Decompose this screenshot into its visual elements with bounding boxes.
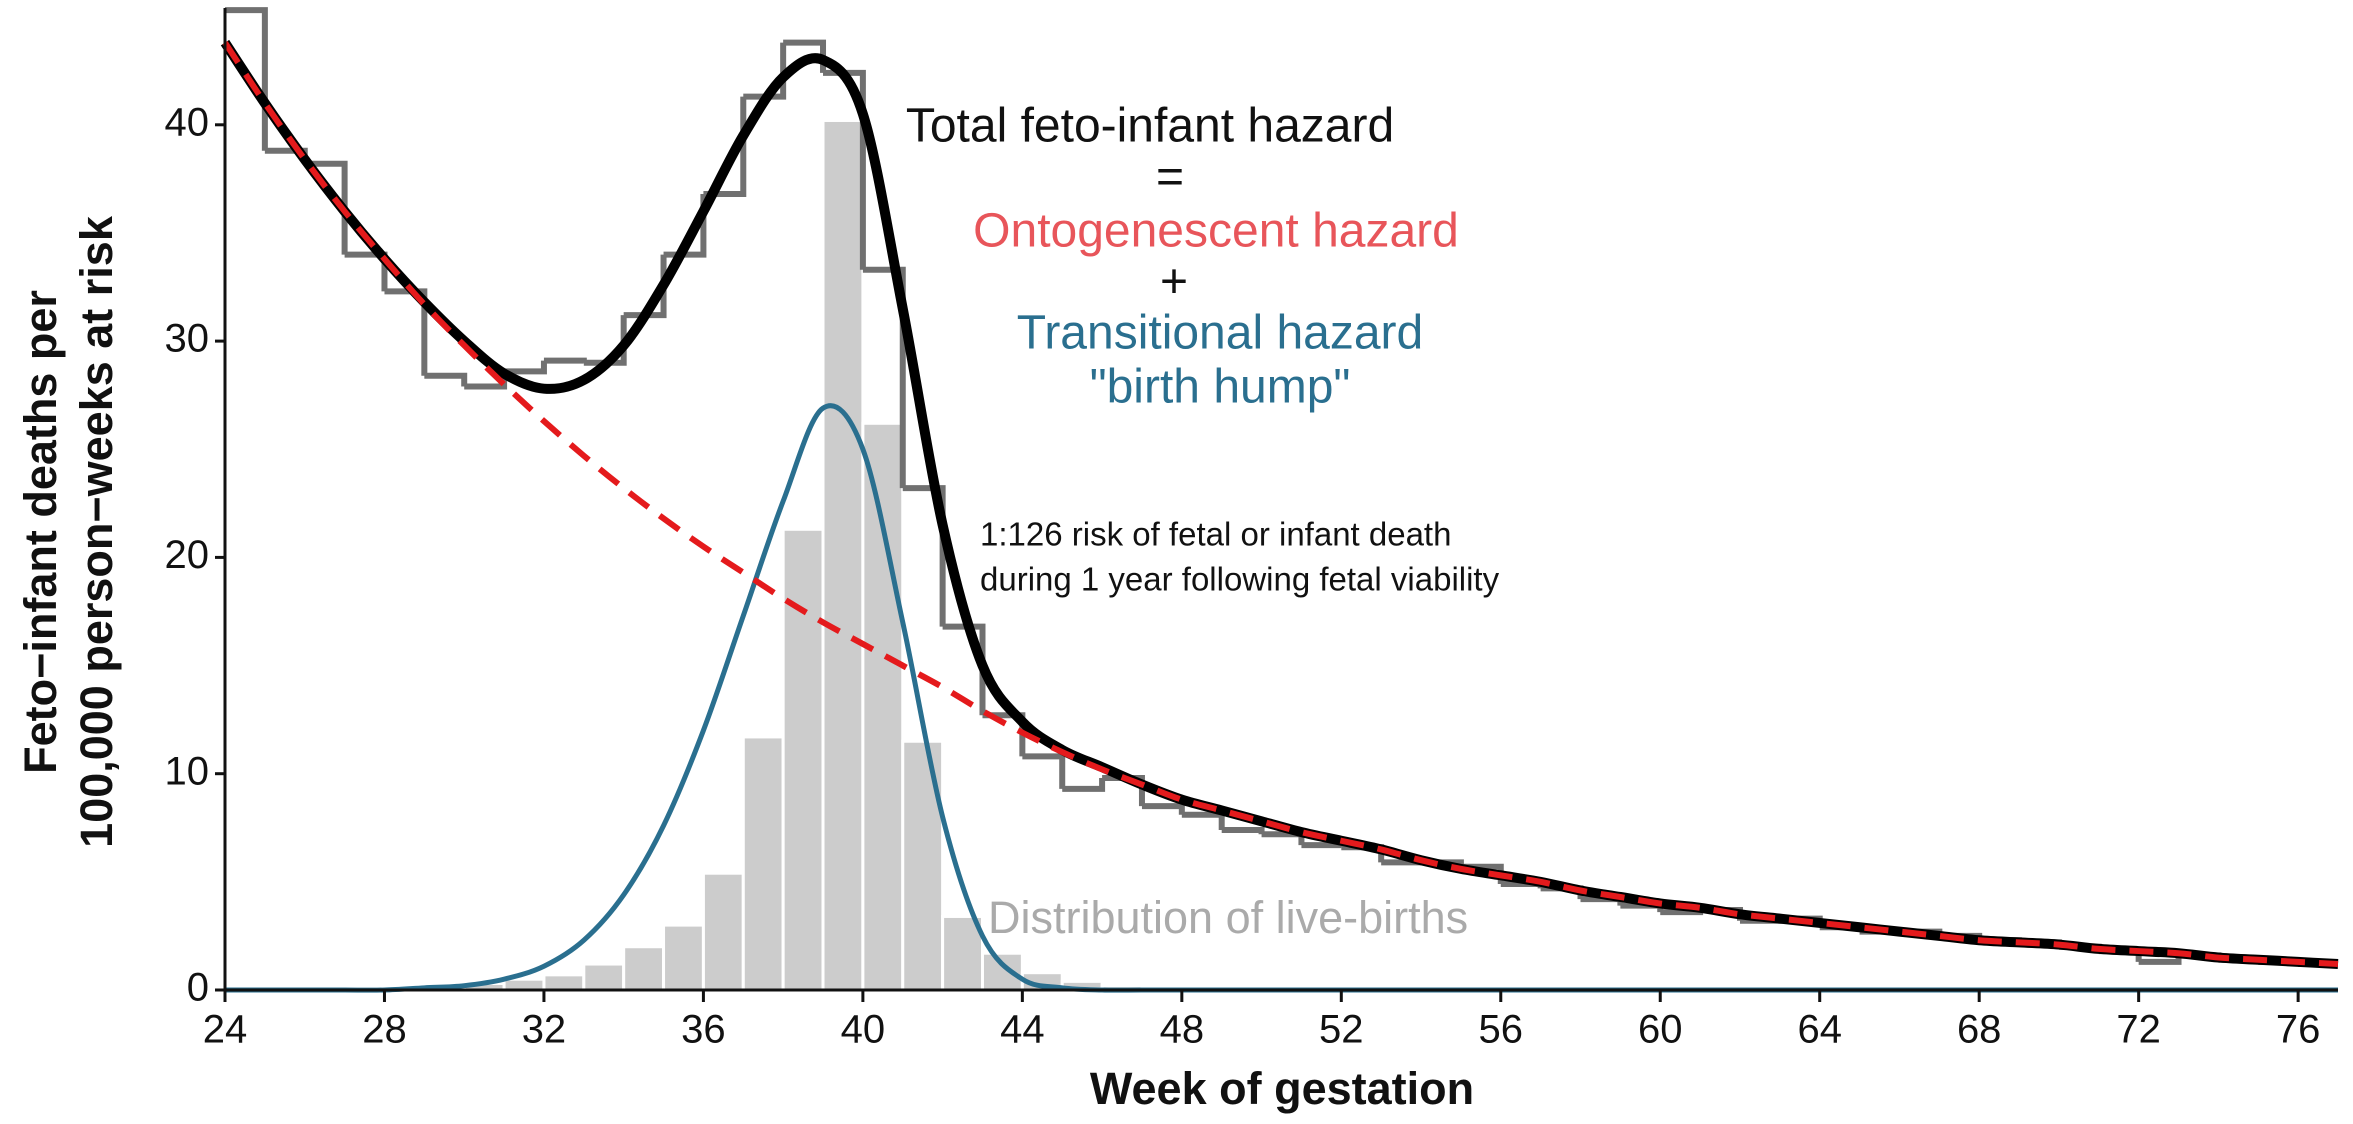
x-tick-label: 64 [1797,1008,1842,1052]
annotation: Distribution of live-births [988,892,1468,943]
annotation: Ontogenescent hazard [973,205,1459,258]
hazard-step [1181,811,1225,830]
annotation: "birth hump" [1090,361,1351,414]
hazard-step [583,315,627,366]
y-axis-title: 100,000 person−weeks at risk [71,215,122,848]
hazard-step [344,251,388,292]
y-tick-label: 30 [165,317,210,361]
annotation: + [1160,256,1188,309]
birth-bar [821,118,865,992]
x-axis-title: Week of gestation [1090,1063,1474,1114]
hazard-step [1022,753,1066,789]
x-tick-label: 52 [1319,1008,1364,1052]
hazard-step [623,254,667,319]
hazard-step [1221,826,1265,835]
hazard-step [862,266,906,489]
y-tick-label: 40 [165,100,210,144]
birth-bar [502,977,546,992]
annotation: Transitional hazard [1017,307,1423,360]
hazard-curve [222,40,2339,968]
x-tick-label: 32 [522,1008,567,1052]
y-tick-label: 20 [165,533,210,577]
x-tick-label: 24 [203,1008,248,1052]
birth-bar [901,739,945,992]
y-axis-title: Feto−infant deaths per [15,290,66,774]
hazard-step [543,357,587,364]
y-tick-label: 10 [165,749,210,793]
birth-bar [980,951,1024,992]
x-tick-label: 48 [1160,1008,1205,1052]
x-tick-label: 72 [2116,1008,2161,1052]
hazard-curve [220,39,2339,970]
hazard-step [504,360,547,375]
x-tick-label: 44 [1000,1008,1045,1052]
birth-bar [781,527,825,992]
birth-bar [622,945,666,992]
birth-bar [741,735,785,992]
birth-bar [662,923,705,992]
annotation: = [1156,151,1184,204]
hazard-step [1062,778,1106,792]
y-tick-label: 0 [187,966,209,1010]
birth-bar [861,421,905,992]
x-tick-label: 76 [2276,1008,2321,1052]
birth-bar [701,871,745,992]
annotation: during 1 year following fetal viability [980,561,1500,598]
annotation: 1:126 risk of fetal or infant death [980,516,1451,553]
hazard-step [1141,803,1185,815]
hazard-step [902,485,946,627]
hazard-step [1301,842,1345,849]
x-tick-label: 56 [1479,1008,1524,1052]
hazard-step [743,42,787,100]
annotation: Total feto-infant hazard [906,100,1394,153]
hazard-step [424,372,468,387]
x-tick-label: 68 [1957,1008,2002,1052]
x-tick-label: 40 [841,1008,886,1052]
x-tick-label: 60 [1638,1008,1683,1052]
birth-bar [542,973,586,992]
hazard-step [1261,831,1305,846]
hazard-step [384,288,428,376]
hazard-step [304,160,348,255]
x-tick-label: 36 [681,1008,726,1052]
birth-bar [582,962,626,992]
x-tick-label: 28 [362,1008,407,1052]
hazard-step [942,623,986,716]
